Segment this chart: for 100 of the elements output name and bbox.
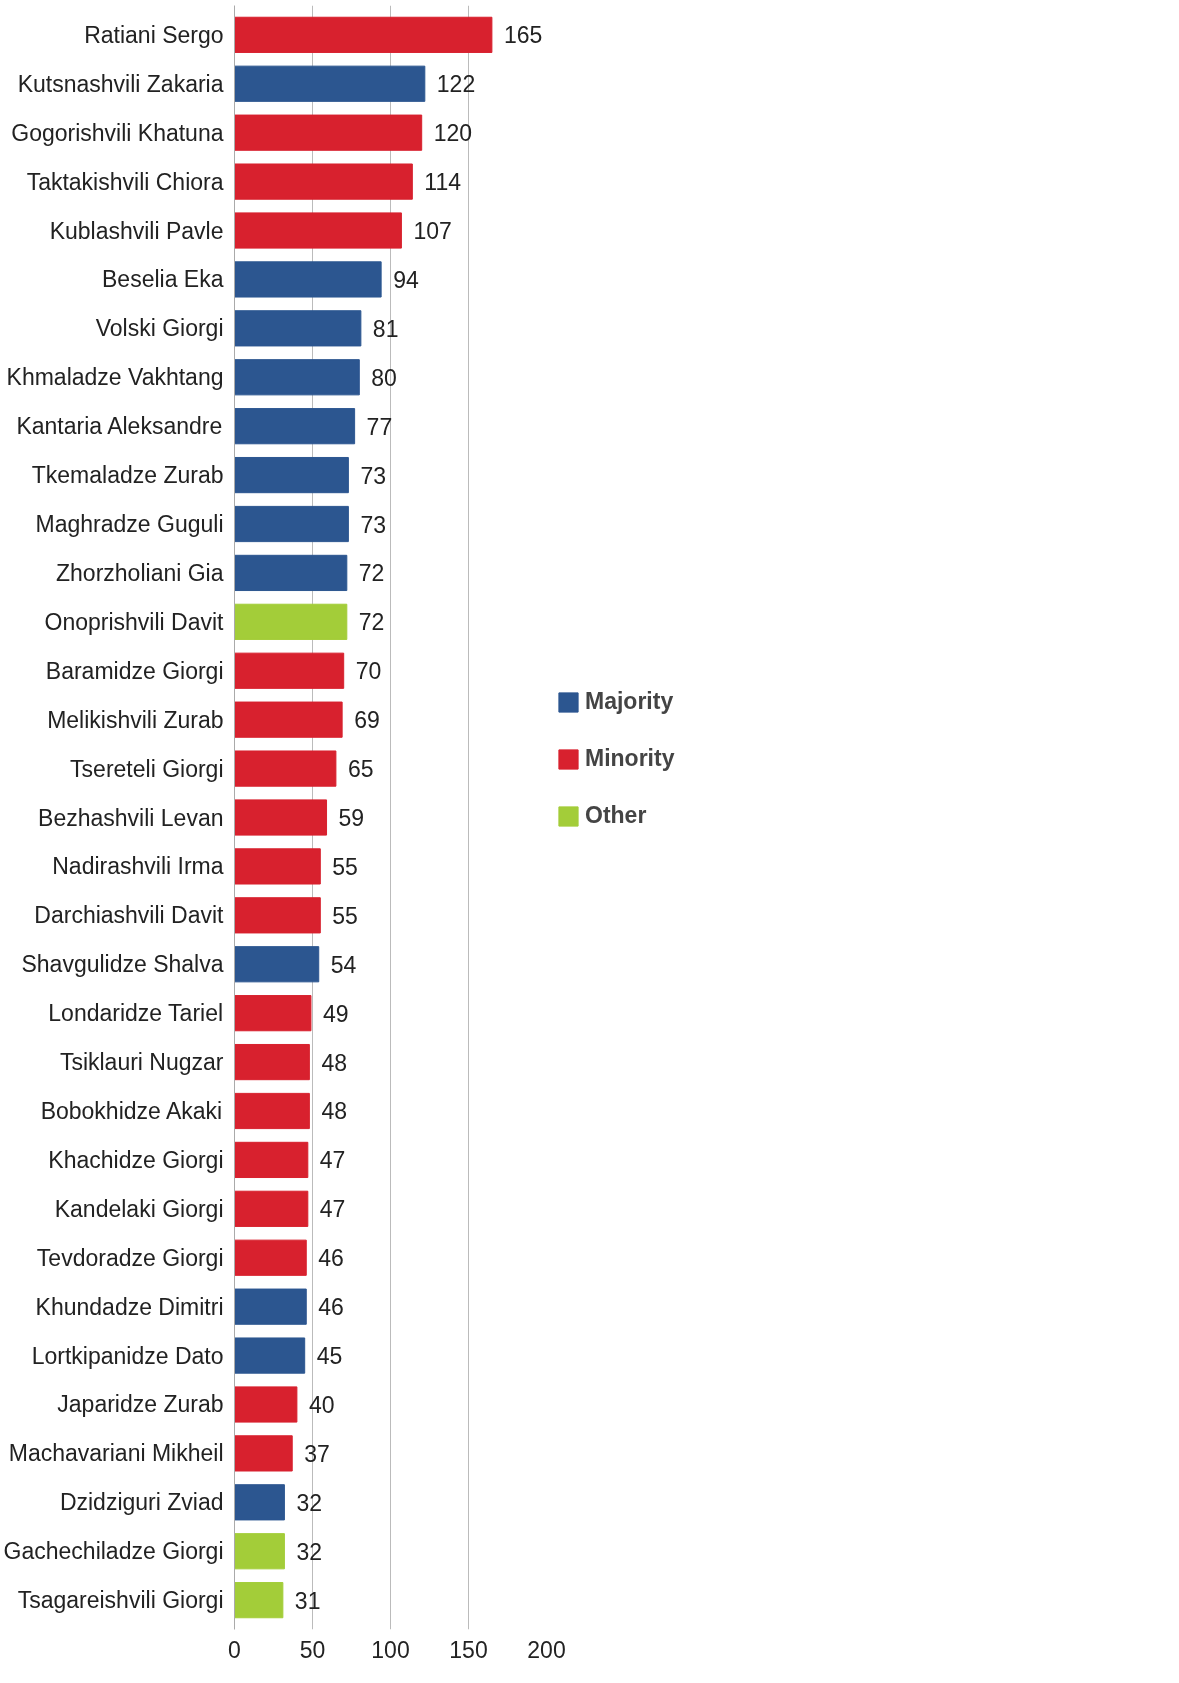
- bar: [234, 603, 348, 640]
- data-label: 47: [319, 1196, 346, 1223]
- bar: [234, 750, 337, 787]
- bar: [234, 16, 493, 53]
- data-label: 32: [296, 1489, 323, 1516]
- legend-label: Majority: [585, 688, 674, 715]
- bar: [234, 1288, 307, 1325]
- legend-label: Other: [585, 802, 647, 829]
- bar: [234, 1337, 306, 1374]
- y-tick-label: Darchiashvili Davit: [34, 902, 225, 929]
- bar: [234, 261, 382, 298]
- data-label: 165: [503, 22, 543, 49]
- data-label: 40: [308, 1391, 335, 1418]
- y-tick-label: Bobokhidze Akaki: [40, 1097, 223, 1124]
- y-tick-label: Dzidziguri Zviad: [59, 1489, 224, 1516]
- bar: [234, 897, 321, 934]
- bar: [234, 65, 426, 102]
- y-tick-label: Kandelaki Giorgi: [54, 1195, 224, 1222]
- data-label: 46: [318, 1294, 344, 1321]
- bar: [234, 995, 312, 1032]
- bar: [234, 1533, 285, 1570]
- data-label: 107: [413, 218, 452, 245]
- bar: [234, 799, 328, 836]
- bar: [234, 652, 345, 689]
- y-tick-label: Gachechiladze Giorgi: [3, 1538, 224, 1565]
- bar: [234, 1582, 284, 1619]
- y-tick-label: Kublashvili Pavle: [49, 217, 224, 244]
- bar: [234, 1141, 309, 1179]
- y-tick-label: Maghradze Guguli: [35, 511, 224, 538]
- data-label: 72: [358, 609, 385, 636]
- bar: [234, 1092, 310, 1130]
- y-tick-label: Nadirashvili Irma: [52, 853, 224, 880]
- data-label: 69: [354, 707, 380, 734]
- data-label: 46: [318, 1245, 344, 1272]
- y-tick-label: Taktakishvili Chiora: [26, 168, 224, 195]
- bar: [234, 1386, 298, 1423]
- legend-label: Minority: [585, 745, 675, 772]
- y-tick-label: Lortkipanidze Dato: [31, 1342, 224, 1369]
- y-tick-label: Khundadze Dimitri: [35, 1293, 224, 1320]
- data-label: 114: [424, 169, 462, 196]
- y-tick-label: Kantaria Aleksandre: [16, 413, 223, 440]
- y-tick-label: Tevdoradze Giorgi: [36, 1244, 224, 1271]
- y-tick-label: Machavariani Mikheil: [8, 1440, 224, 1467]
- bar: [234, 408, 356, 445]
- data-label: 80: [371, 364, 397, 391]
- y-tick-label: Tsiklauri Nugzar: [59, 1049, 224, 1076]
- y-tick-label: Japaridze Zurab: [57, 1391, 224, 1418]
- x-tick-label: 0: [228, 1636, 241, 1663]
- data-label: 55: [332, 853, 358, 880]
- data-label: 120: [433, 120, 473, 147]
- y-tick-label: Khmaladze Vakhtang: [6, 364, 224, 391]
- bar: [234, 310, 362, 347]
- y-tick-label: Onoprishvili Davit: [44, 608, 225, 635]
- data-label: 48: [321, 1098, 347, 1125]
- bar: [234, 946, 320, 983]
- y-tick-label: Londaridze Tariel: [48, 1000, 224, 1027]
- y-tick-label: Kutsnashvili Zakaria: [17, 70, 224, 97]
- data-label: 31: [294, 1587, 321, 1614]
- bar: [234, 212, 402, 249]
- data-label: 47: [319, 1147, 346, 1174]
- y-tick-label: Bezhashvili Levan: [38, 804, 224, 831]
- data-label: 73: [360, 462, 386, 489]
- bar: [234, 848, 321, 885]
- data-label: 122: [436, 71, 476, 98]
- bar: [234, 1239, 307, 1276]
- data-label: 70: [355, 658, 382, 685]
- bar: [234, 1484, 285, 1521]
- x-tick-label: 200: [527, 1636, 566, 1663]
- bar: [234, 505, 349, 543]
- y-tick-label: Volski Giorgi: [95, 315, 224, 342]
- data-label: 32: [296, 1538, 323, 1565]
- bar: [234, 456, 349, 494]
- data-label: 55: [332, 902, 358, 929]
- y-tick-label: Khachidze Giorgi: [48, 1146, 224, 1173]
- bar: [234, 1435, 293, 1472]
- bar: [234, 554, 348, 592]
- x-tick-label: 150: [449, 1636, 488, 1663]
- data-label: 65: [347, 756, 374, 783]
- y-tick-label: Tkemaladze Zurab: [31, 462, 224, 489]
- y-tick-label: Zhorzholiani Gia: [56, 559, 224, 586]
- bar: [234, 163, 413, 200]
- data-label: 81: [372, 315, 399, 342]
- data-label: 73: [360, 511, 386, 538]
- bar: [234, 359, 360, 396]
- y-tick-label: Gogorishvili Khatuna: [11, 119, 224, 146]
- data-label: 48: [321, 1049, 347, 1076]
- y-tick-label: Beselia Eka: [102, 266, 224, 293]
- y-tick-label: Shavgulidze Shalva: [21, 951, 224, 978]
- data-label: 54: [330, 951, 357, 978]
- bar: [234, 114, 423, 151]
- bar: [234, 701, 343, 738]
- x-tick-label: 100: [371, 1636, 410, 1663]
- y-tick-label: Tsagareishvili Giorgi: [17, 1587, 224, 1614]
- data-label: 49: [322, 1000, 349, 1027]
- data-label: 72: [358, 560, 385, 587]
- y-tick-label: Tsereteli Giorgi: [70, 755, 224, 782]
- bar: [234, 1190, 309, 1227]
- data-label: 94: [393, 266, 419, 293]
- data-label: 59: [338, 805, 365, 831]
- y-tick-label: Ratiani Sergo: [84, 21, 224, 48]
